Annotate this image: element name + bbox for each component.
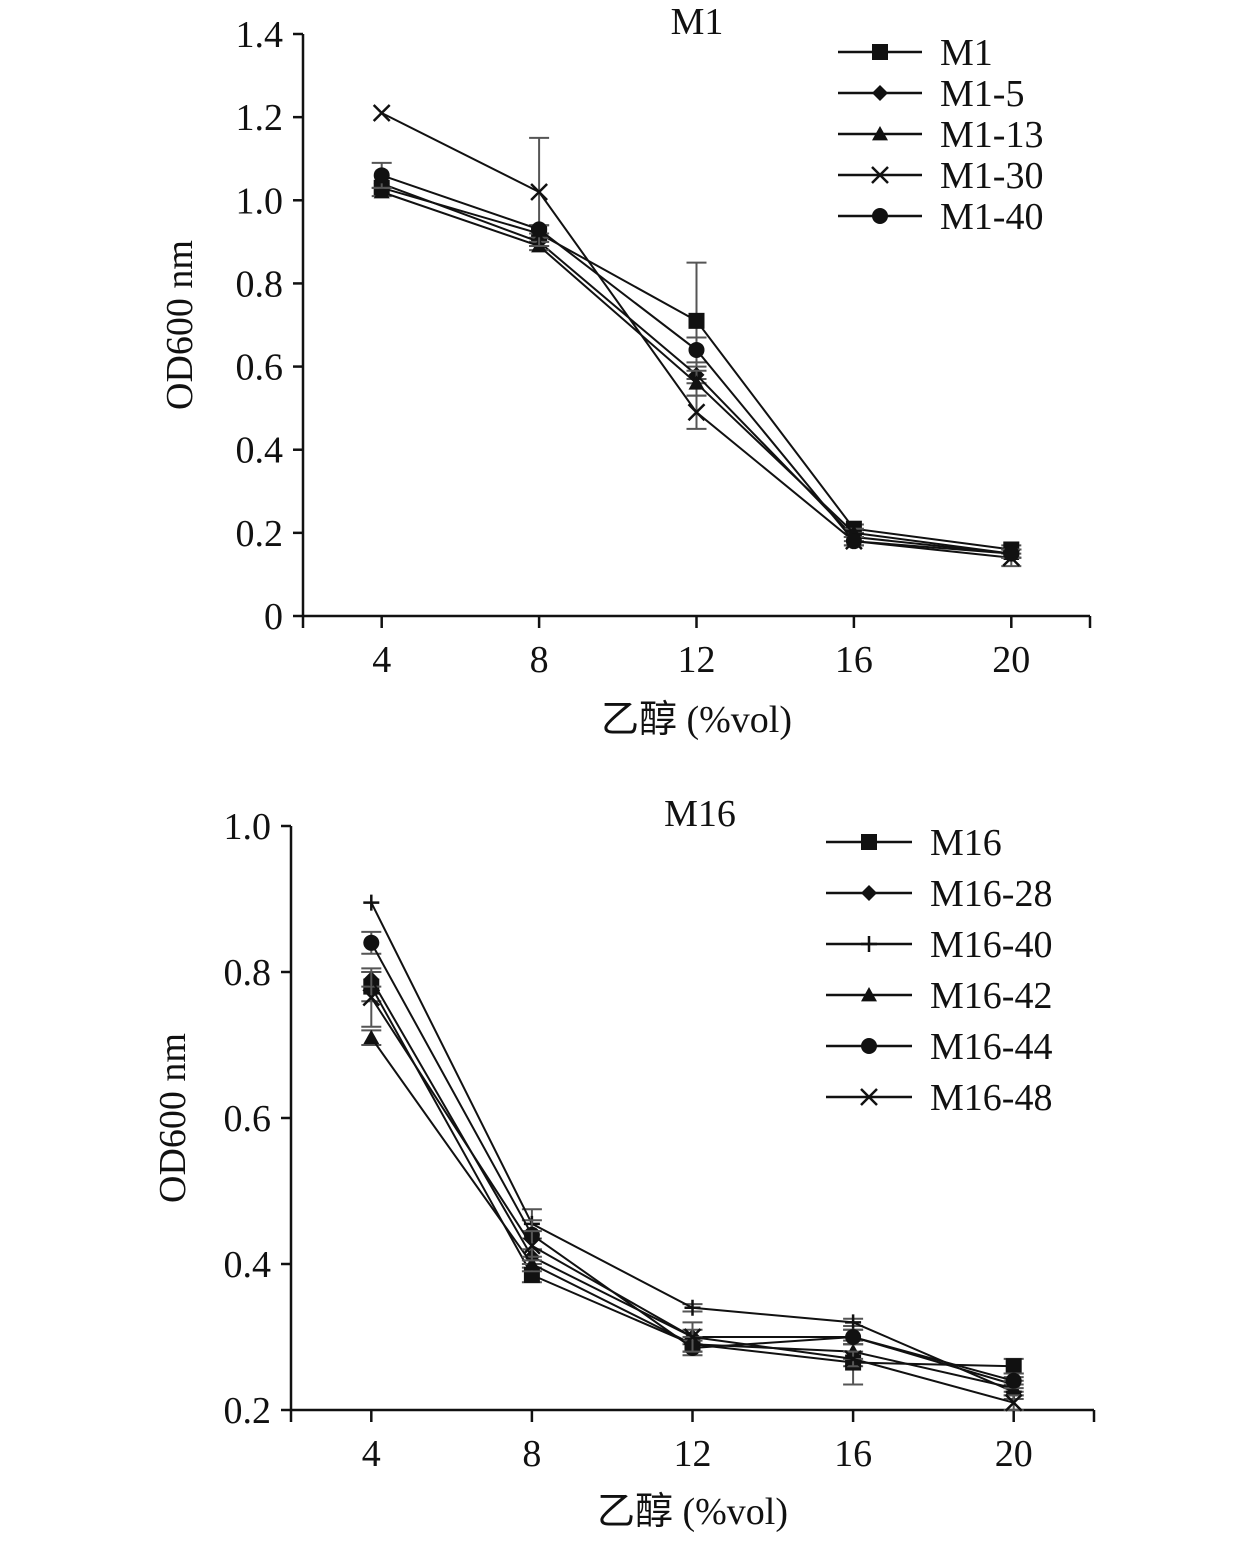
legend-marker — [860, 1088, 878, 1106]
x-tick-label: 12 — [674, 1433, 712, 1475]
data-point — [1005, 1372, 1022, 1389]
legend: M16 M16-28 M16-40 M16-42 M16-44 M16-48 — [826, 822, 1052, 1119]
legend-item: M16-42 — [826, 975, 1052, 1017]
x-tick-label: 4 — [372, 639, 391, 681]
data-point — [1004, 1393, 1023, 1412]
y-tick-label: 0.2 — [236, 513, 284, 555]
data-point — [373, 167, 390, 184]
legend-label: M1-30 — [940, 155, 1043, 197]
legend-item: M16-28 — [826, 873, 1052, 915]
data-point — [523, 1236, 541, 1255]
y-axis-label: OD600 nm — [152, 1033, 194, 1203]
data-point — [845, 533, 862, 550]
data-point — [1003, 545, 1020, 562]
y-tick-label: 0.8 — [236, 263, 284, 305]
series-M1-13 — [371, 183, 1022, 561]
legend-item: M16-48 — [826, 1077, 1052, 1119]
data-point — [523, 1256, 540, 1271]
y-tick-label: 0 — [264, 596, 283, 638]
x-axis-label: 乙醇 (%vol) — [601, 699, 792, 741]
legend-marker — [861, 1038, 877, 1054]
legend-marker — [861, 936, 877, 952]
x-tick-label: 8 — [522, 1433, 541, 1475]
data-point — [372, 104, 391, 122]
legend-label: M16-28 — [930, 873, 1052, 915]
legend-marker — [861, 987, 877, 1002]
legend-marker — [872, 208, 888, 224]
chart-title: M16 — [664, 793, 736, 835]
data-point — [363, 1029, 380, 1045]
legend-item: M16-44 — [826, 1026, 1052, 1068]
data-point — [845, 1329, 862, 1345]
y-tick-label: 1.2 — [236, 97, 284, 139]
data-point — [363, 934, 380, 951]
chart-m16: 0.2 0.4 0.6 0.8 1.0 4 8 12 16 20 M16 乙醇 (%vol) OD600… — [152, 793, 1096, 1533]
x-tick-label: 16 — [835, 639, 873, 681]
legend-label: M16-40 — [930, 924, 1052, 966]
x-tick-label: 16 — [834, 1433, 872, 1475]
legend-label: M16-42 — [930, 975, 1052, 1017]
y-tick-label: 0.8 — [224, 952, 272, 994]
chart-m1: 0 0.2 0.4 0.6 0.8 1.0 1.2 1.4 4 8 12 16 20 M1 乙醇 (%vol… — [159, 1, 1092, 741]
legend-label: M1 — [940, 32, 993, 74]
legend-label: M16 — [930, 822, 1002, 864]
data-point — [687, 403, 706, 422]
data-point — [373, 183, 390, 199]
legend-label: M16-48 — [930, 1077, 1052, 1119]
data-point — [531, 221, 548, 238]
legend-marker — [872, 85, 888, 101]
y-tick-label: 1.0 — [236, 180, 284, 222]
data-point — [845, 1314, 862, 1331]
series-M16-48 — [361, 967, 1024, 1412]
data-point — [530, 183, 548, 201]
legend-label: M1-5 — [940, 73, 1024, 115]
series-M1-5 — [373, 175, 1022, 562]
legend-marker — [872, 126, 888, 141]
data-point — [363, 894, 380, 911]
y-tick-label: 1.0 — [224, 806, 272, 848]
x-tick-label: 12 — [678, 639, 716, 681]
x-tick-label: 20 — [992, 639, 1030, 681]
legend-label: M16-44 — [930, 1026, 1052, 1068]
data-point — [1005, 1358, 1022, 1375]
y-tick-label: 0.2 — [224, 1390, 272, 1432]
chart-title: M1 — [671, 1, 724, 43]
data-point — [688, 312, 705, 329]
data-point — [684, 1299, 701, 1316]
y-tick-label: 1.4 — [236, 14, 284, 56]
legend-item: M16-40 — [826, 924, 1052, 966]
legend-label: M1-40 — [940, 196, 1043, 238]
legend-marker — [871, 166, 889, 184]
x-tick-label: 8 — [530, 639, 549, 681]
legend-item: M1-40 — [838, 196, 1043, 238]
data-point — [683, 1328, 702, 1346]
series-M1-40 — [371, 161, 1022, 562]
legend-item: M1-13 — [838, 114, 1043, 156]
y-tick-label: 0.4 — [224, 1244, 272, 1286]
x-axis-label: 乙醇 (%vol) — [597, 1491, 788, 1533]
legend-item: M16 — [826, 822, 1002, 864]
y-tick-label: 0.6 — [236, 347, 284, 389]
series-M16-44 — [361, 930, 1024, 1390]
y-axis-label: OD600 nm — [159, 240, 201, 410]
y-tick-label: 0.4 — [236, 430, 284, 472]
legend-item: M1-30 — [838, 155, 1043, 197]
legend-item: M1-5 — [838, 73, 1024, 115]
data-point — [844, 1350, 862, 1368]
x-tick-label: 4 — [362, 1433, 381, 1475]
legend-label: M1-13 — [940, 114, 1043, 156]
data-point — [362, 988, 381, 1007]
y-tick-label: 0.6 — [224, 1098, 272, 1140]
x-tick-label: 20 — [995, 1433, 1033, 1475]
data-point — [688, 375, 705, 390]
legend-marker — [872, 44, 888, 60]
legend-marker — [861, 885, 877, 901]
legend-item: M1 — [838, 32, 993, 74]
legend-marker — [861, 834, 877, 850]
data-point — [688, 341, 705, 358]
